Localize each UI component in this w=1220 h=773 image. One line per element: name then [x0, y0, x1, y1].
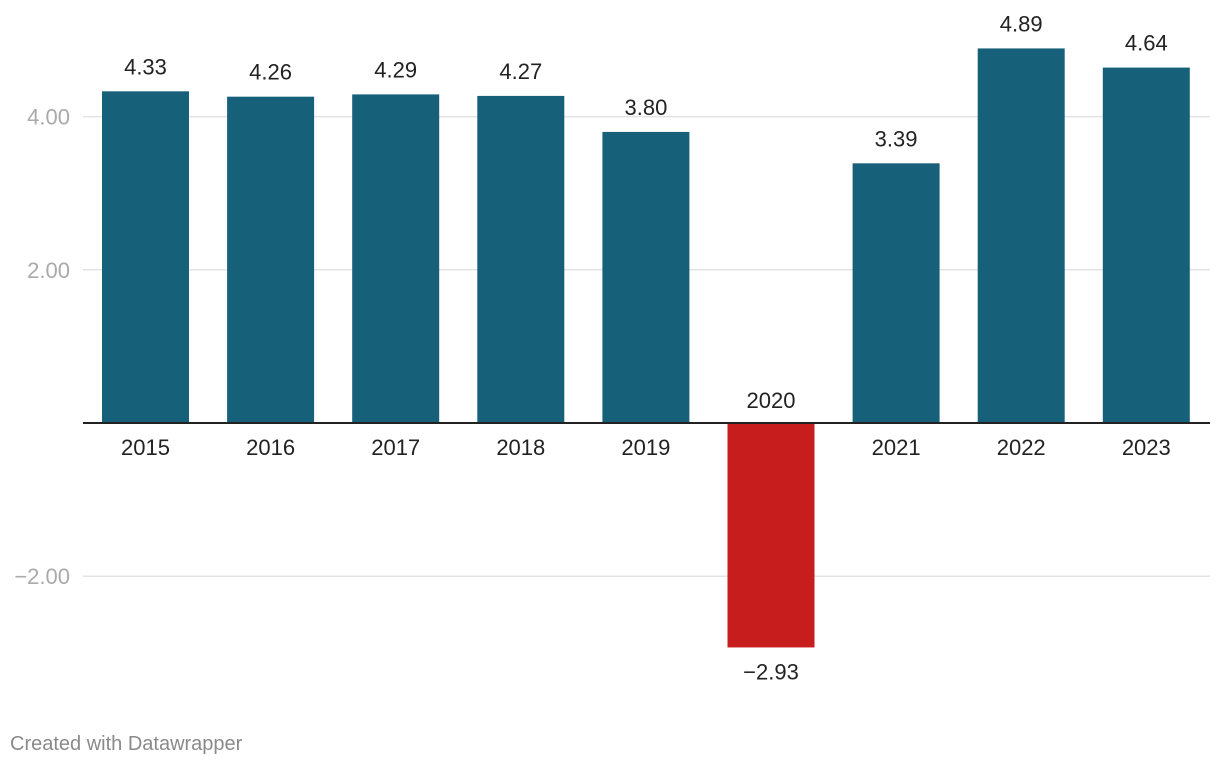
value-label: 4.89: [1000, 11, 1043, 36]
x-tick-label: 2015: [121, 435, 170, 460]
y-tick-label: 2.00: [27, 258, 70, 283]
x-tick-label: 2018: [496, 435, 545, 460]
bar-2018[interactable]: [477, 95, 565, 423]
bar-2016[interactable]: [227, 96, 315, 424]
bar-2019[interactable]: [602, 131, 690, 424]
x-tick-label: 2019: [621, 435, 670, 460]
x-tick-label: 2017: [371, 435, 420, 460]
x-tick-label: 2016: [246, 435, 295, 460]
value-label: 3.80: [624, 95, 667, 120]
bar-2015[interactable]: [102, 91, 189, 424]
y-tick-label: 4.00: [27, 105, 70, 130]
value-label: 4.26: [249, 60, 292, 85]
bar-2023[interactable]: [1102, 67, 1190, 424]
x-tick-label: 2020: [747, 388, 796, 413]
bar-2020[interactable]: [727, 423, 815, 648]
bar-2021[interactable]: [852, 163, 940, 424]
bar-2017[interactable]: [352, 94, 440, 424]
value-label: 4.27: [499, 59, 542, 84]
x-tick-label: 2022: [997, 435, 1046, 460]
value-label: −2.93: [743, 659, 799, 684]
value-label: 3.39: [875, 126, 918, 151]
value-label: 4.33: [124, 54, 167, 79]
value-label: 4.29: [374, 57, 417, 82]
y-tick-label: −2.00: [14, 564, 70, 589]
bar-2022[interactable]: [977, 48, 1065, 424]
x-tick-label: 2021: [872, 435, 921, 460]
value-label: 4.64: [1125, 31, 1168, 56]
footer-credit: Created with Datawrapper: [10, 733, 243, 755]
x-tick-label: 2023: [1122, 435, 1171, 460]
